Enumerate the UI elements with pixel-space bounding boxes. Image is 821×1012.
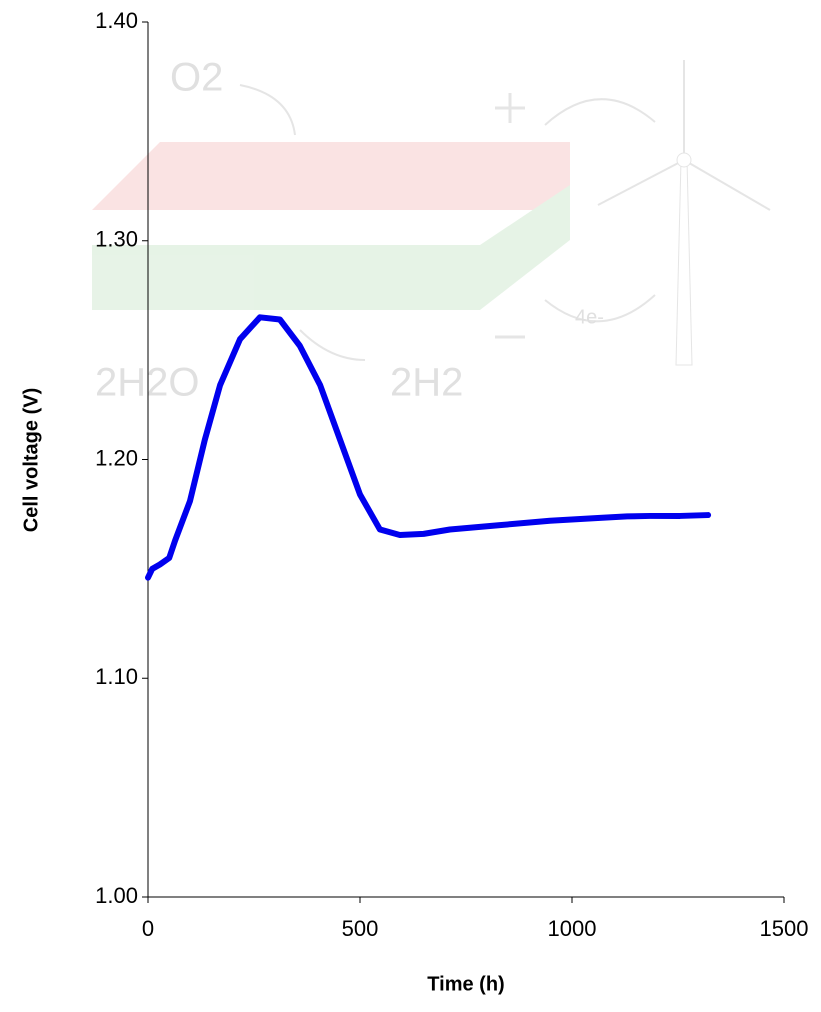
annotation: 2H2 [390, 361, 463, 405]
annotation: 4e- [575, 306, 604, 328]
x-tick-label: 500 [342, 916, 379, 941]
y-tick-label: 1.00 [95, 883, 138, 908]
y-tick-label: 1.40 [95, 8, 138, 33]
arrow [544, 98, 656, 126]
y-tick-label: 1.20 [95, 445, 138, 470]
x-tick-label: 1000 [548, 916, 597, 941]
turbine-hub [676, 152, 692, 168]
arrow [239, 84, 296, 136]
data-line [145, 314, 712, 581]
turbine-blades [597, 60, 771, 211]
y-axis-title: Cell voltage (V) [20, 388, 42, 532]
annotation: 2H2O [95, 361, 200, 405]
turbine-tower [675, 159, 693, 366]
cathode-layer [92, 185, 570, 310]
annotation: O2 [170, 56, 223, 100]
y-tick-label: 1.30 [95, 227, 138, 252]
x-tick-label: 0 [142, 916, 154, 941]
y-tick-label: 1.10 [95, 664, 138, 689]
anode-layer [92, 142, 570, 210]
background-illustration [92, 60, 771, 366]
arrow [544, 294, 656, 323]
arrow [299, 329, 366, 361]
x-axis-title: Time (h) [427, 973, 504, 995]
x-tick-label: 1500 [760, 916, 809, 941]
